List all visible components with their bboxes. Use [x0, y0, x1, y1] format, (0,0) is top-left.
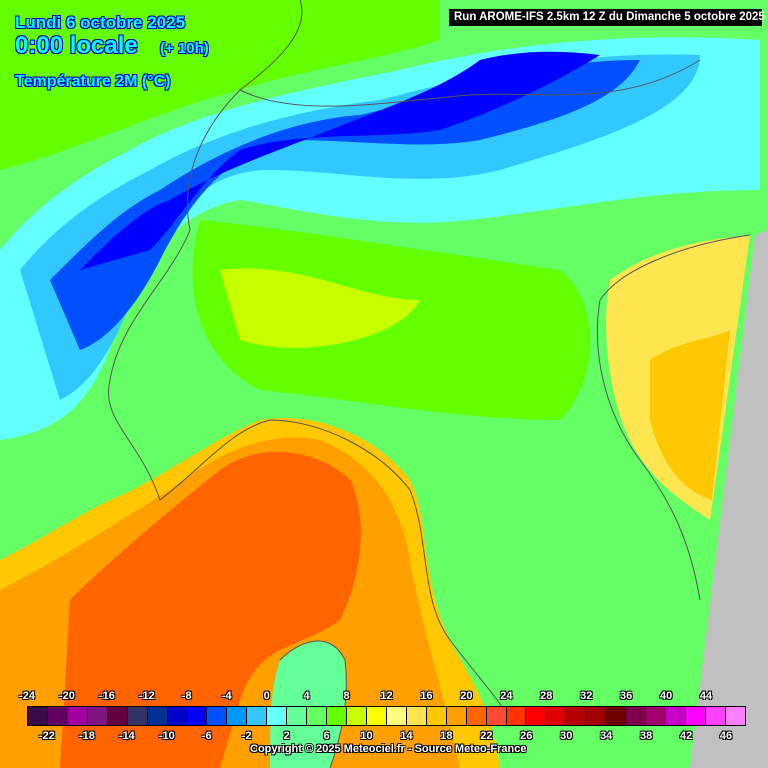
alps-cold-core	[50, 60, 640, 350]
legend-swatch	[366, 707, 387, 725]
legend-value: 10	[360, 730, 373, 742]
legend-value: 46	[719, 730, 733, 742]
legend-swatch	[67, 707, 88, 725]
legend-swatch	[307, 707, 328, 725]
legend-value: 12	[380, 690, 393, 702]
legend-swatch	[506, 707, 527, 725]
legend-swatch	[28, 707, 48, 725]
legend-value: 8	[343, 690, 350, 702]
legend-value: 44	[699, 690, 713, 702]
legend-value: -10	[158, 730, 175, 742]
corsica-coast	[279, 640, 347, 768]
legend-swatch	[646, 707, 666, 725]
legend-value: 2	[283, 730, 290, 742]
legend-value: 34	[600, 730, 613, 742]
legend-value: 14	[400, 730, 413, 742]
legend-value: -2	[241, 730, 252, 742]
coastline	[159, 419, 511, 721]
legend-swatch	[347, 707, 367, 725]
color-legend	[27, 706, 746, 726]
legend-swatch	[47, 707, 68, 725]
border-line	[596, 299, 701, 601]
corsica	[270, 641, 347, 768]
legend-swatch	[426, 707, 447, 725]
legend-value: 4	[303, 690, 310, 702]
adriatic-warm-core	[650, 330, 730, 500]
legend-value: 28	[540, 690, 553, 702]
legend-value: -4	[221, 690, 232, 702]
legend-swatch	[227, 707, 248, 725]
legend-swatch	[267, 707, 288, 725]
swiss-plateau	[0, 0, 440, 170]
legend-swatch	[386, 707, 407, 725]
legend-swatch	[705, 707, 726, 725]
no-data-area	[690, 230, 768, 768]
legend-swatch	[406, 707, 427, 725]
legend-swatch	[685, 707, 706, 725]
legend-swatch	[127, 707, 148, 725]
legend-swatch	[606, 707, 627, 725]
legend-swatch	[725, 707, 745, 725]
model-run-label: Run AROME-IFS 2.5km 12 Z du Dimanche 5 o…	[449, 9, 765, 26]
legend-value: 20	[460, 690, 473, 702]
legend-swatch	[626, 707, 647, 725]
legend-swatch	[167, 707, 188, 725]
legend-swatch	[566, 707, 587, 725]
legend-swatch	[147, 707, 168, 725]
legend-value: 18	[440, 730, 453, 742]
parameter-label: Température 2M (°C)	[14, 73, 171, 91]
legend-value: -8	[181, 690, 192, 702]
legend-value: 32	[580, 690, 593, 702]
border-line	[239, 59, 701, 107]
alps-cold-middle	[20, 54, 700, 400]
legend-swatch	[666, 707, 686, 725]
legend-value: 22	[480, 730, 493, 742]
legend-swatch	[526, 707, 547, 725]
legend-value: -18	[78, 730, 95, 742]
legend-value: -20	[58, 690, 75, 702]
legend-value: -6	[201, 730, 212, 742]
legend-value: -22	[39, 730, 55, 742]
legend-value: 16	[420, 690, 433, 702]
legend-swatch	[87, 707, 108, 725]
coastline	[599, 234, 751, 301]
alps-coldest	[80, 51, 600, 270]
border-line	[108, 0, 303, 501]
sea-warm-core	[60, 451, 361, 768]
legend-value: -14	[118, 730, 135, 742]
forecast-time: 0:00 locale	[15, 32, 139, 60]
legend-value: 6	[323, 730, 330, 742]
legend-value: 36	[620, 690, 633, 702]
legend-value: -16	[98, 690, 115, 702]
legend-swatch	[107, 707, 128, 725]
legend-swatch	[187, 707, 208, 725]
legend-swatch	[287, 707, 308, 725]
legend-value: -24	[19, 690, 35, 702]
forecast-date: Lundi 6 octobre 2025	[14, 13, 186, 33]
legend-swatch	[207, 707, 228, 725]
legend-swatch	[546, 707, 567, 725]
legend-swatch	[586, 707, 607, 725]
legend-swatch	[446, 707, 467, 725]
legend-value: 38	[640, 730, 653, 742]
legend-value: 42	[679, 730, 693, 742]
legend-value: 26	[520, 730, 533, 742]
legend-value: 30	[560, 730, 573, 742]
legend-swatch	[486, 707, 507, 725]
legend-swatch	[466, 707, 487, 725]
legend-swatch	[247, 707, 268, 725]
lead-time: (+ 10h)	[160, 40, 210, 58]
legend-swatch	[327, 707, 347, 725]
legend-value: -12	[138, 690, 155, 702]
po-valley-warm-patch	[220, 268, 420, 348]
legend-value: 40	[659, 690, 673, 702]
legend-value: 0	[263, 690, 270, 702]
legend-value: 24	[500, 690, 513, 702]
copyright: Copyright © 2025 Meteociel.fr - Source M…	[250, 743, 527, 755]
